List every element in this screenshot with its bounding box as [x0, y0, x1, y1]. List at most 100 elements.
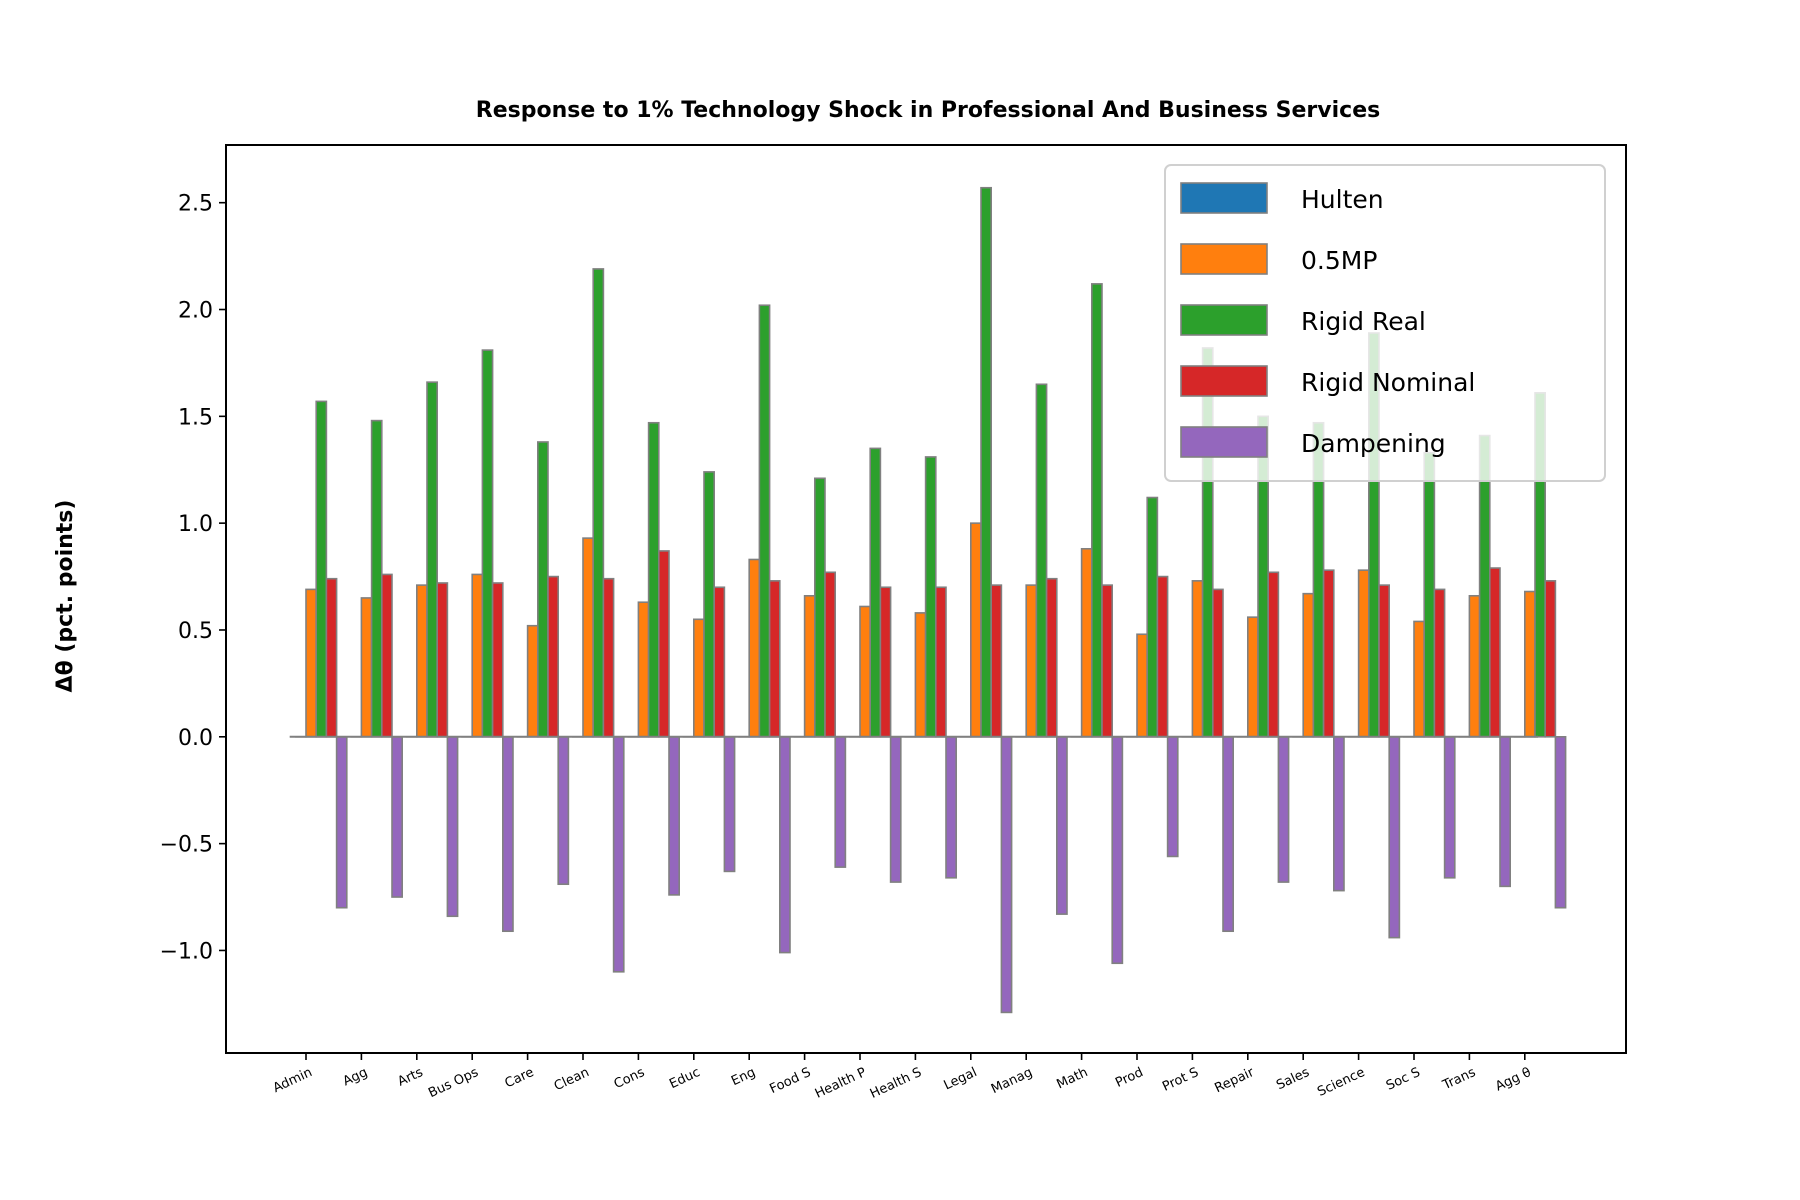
legend-swatch-rigid-nominal — [1180, 365, 1268, 397]
x-tick-label: Repair — [1212, 1065, 1257, 1096]
bar-0-5mp-9 — [803, 594, 816, 738]
bar-rigid-real-2 — [426, 381, 438, 738]
bar-dampening-10 — [889, 736, 902, 883]
y-tick-label: 1.5 — [178, 405, 213, 430]
bar-rigid-real-4 — [536, 441, 549, 738]
bar-dampening-7 — [723, 736, 736, 873]
bar-rigid-real-15 — [1146, 496, 1159, 738]
bar-0-5mp-6 — [637, 601, 650, 738]
bar-dampening-3 — [501, 736, 514, 933]
bar-rigid-nominal-9 — [824, 571, 836, 738]
bar-0-5mp-22 — [1524, 590, 1536, 738]
bar-rigid-nominal-4 — [547, 575, 559, 738]
plot-frame — [225, 144, 1627, 1054]
x-tick-label: Admin — [271, 1065, 315, 1096]
bar-rigid-nominal-3 — [491, 582, 504, 738]
x-tick-label: Science — [1315, 1065, 1367, 1100]
legend-swatch-0-5mp — [1180, 243, 1268, 275]
x-tick-label: Legal — [942, 1065, 980, 1093]
x-tick-label: Soc S — [1384, 1065, 1423, 1094]
x-tick-label: Health P — [813, 1065, 869, 1102]
x-tick-label: Care — [503, 1065, 537, 1091]
x-tick-label: Clean — [552, 1065, 592, 1094]
bar-dampening-1 — [391, 736, 403, 898]
y-tick-label: 2.0 — [178, 299, 213, 324]
bar-rigid-real-10 — [869, 447, 882, 738]
y-tick-label: −1.0 — [160, 939, 213, 964]
bar-rigid-nominal-10 — [879, 586, 892, 738]
y-tick-label: −0.5 — [160, 833, 213, 858]
bar-rigid-real-8 — [758, 304, 771, 738]
bar-rigid-real-1 — [370, 419, 383, 738]
bar-0-5mp-2 — [415, 584, 428, 738]
bar-0-5mp-21 — [1468, 594, 1481, 738]
bar-0-5mp-17 — [1247, 616, 1259, 738]
y-axis-label: Δθ (pct. points) — [53, 500, 78, 693]
bar-dampening-12 — [1000, 736, 1013, 1014]
bar-dampening-22 — [1554, 736, 1567, 909]
y-tick-label: 2.5 — [178, 192, 213, 217]
bar-dampening-8 — [778, 736, 791, 954]
bar-dampening-4 — [557, 736, 570, 886]
bar-rigid-nominal-1 — [380, 573, 393, 738]
bar-0-5mp-16 — [1191, 580, 1204, 738]
bar-rigid-nominal-11 — [934, 586, 947, 738]
bar-0-5mp-12 — [969, 522, 982, 738]
bar-dampening-21 — [1499, 736, 1511, 888]
bar-rigid-real-0 — [315, 400, 328, 738]
y-tick-label: 0.0 — [178, 726, 213, 751]
x-tick-label: Agg θ — [1493, 1065, 1533, 1094]
bar-dampening-0 — [335, 736, 348, 909]
x-tick-label: Manag — [989, 1065, 1035, 1097]
bar-rigid-real-20 — [1423, 451, 1436, 738]
bar-dampening-20 — [1443, 736, 1456, 879]
bar-0-5mp-20 — [1413, 620, 1425, 738]
bar-rigid-nominal-15 — [1156, 575, 1169, 738]
bar-rigid-nominal-16 — [1212, 588, 1224, 738]
bar-rigid-real-12 — [980, 186, 992, 738]
bar-rigid-nominal-6 — [657, 550, 670, 738]
bar-dampening-16 — [1222, 736, 1234, 933]
bar-dampening-11 — [945, 736, 957, 879]
bar-0-5mp-5 — [582, 537, 594, 738]
bar-0-5mp-10 — [859, 605, 871, 738]
x-tick-label: Math — [1054, 1065, 1090, 1092]
bar-rigid-nominal-5 — [602, 577, 615, 738]
x-tick-label: Bus Ops — [426, 1065, 481, 1101]
bar-rigid-real-7 — [703, 471, 715, 738]
bar-rigid-nominal-0 — [325, 577, 338, 738]
bar-dampening-6 — [668, 736, 680, 896]
bar-rigid-nominal-22 — [1544, 580, 1557, 738]
bar-dampening-5 — [612, 736, 625, 973]
y-tick-label: 0.5 — [178, 619, 213, 644]
legend-label-hulten: Hulten — [1301, 185, 1384, 214]
bar-rigid-nominal-12 — [990, 584, 1003, 738]
bar-rigid-nominal-7 — [713, 586, 726, 738]
bar-0-5mp-3 — [471, 573, 484, 738]
legend-swatch-dampening — [1180, 426, 1268, 458]
x-tick-label: Food S — [767, 1065, 813, 1097]
bar-dampening-19 — [1388, 736, 1401, 939]
bar-rigid-nominal-17 — [1267, 571, 1280, 738]
legend-swatch-hulten — [1180, 182, 1268, 214]
bar-rigid-nominal-2 — [436, 582, 449, 738]
x-tick-label: Arts — [395, 1065, 425, 1090]
x-tick-label: Prot S — [1160, 1065, 1201, 1095]
bar-rigid-nominal-13 — [1045, 577, 1058, 738]
bar-dampening-2 — [446, 736, 459, 918]
bar-rigid-real-9 — [813, 477, 826, 738]
legend-label-rigid-real: Rigid Real — [1301, 307, 1426, 336]
bar-rigid-nominal-18 — [1322, 569, 1335, 738]
legend-label-0-5mp: 0.5MP — [1301, 246, 1377, 275]
chart-title: Response to 1% Technology Shock in Profe… — [476, 98, 1380, 123]
bar-rigid-real-3 — [481, 349, 494, 738]
x-tick-label: Eng — [729, 1065, 758, 1089]
bar-rigid-real-14 — [1091, 283, 1103, 738]
bar-0-5mp-11 — [914, 612, 927, 738]
bar-dampening-18 — [1333, 736, 1345, 892]
bar-rigid-nominal-21 — [1489, 567, 1501, 738]
legend: Hulten 0.5MP Rigid Real Rigid Nominal Dampen… — [1164, 164, 1606, 482]
bar-rigid-real-11 — [924, 456, 937, 738]
x-tick-label: Health S — [868, 1065, 924, 1102]
bar-0-5mp-1 — [360, 597, 373, 738]
